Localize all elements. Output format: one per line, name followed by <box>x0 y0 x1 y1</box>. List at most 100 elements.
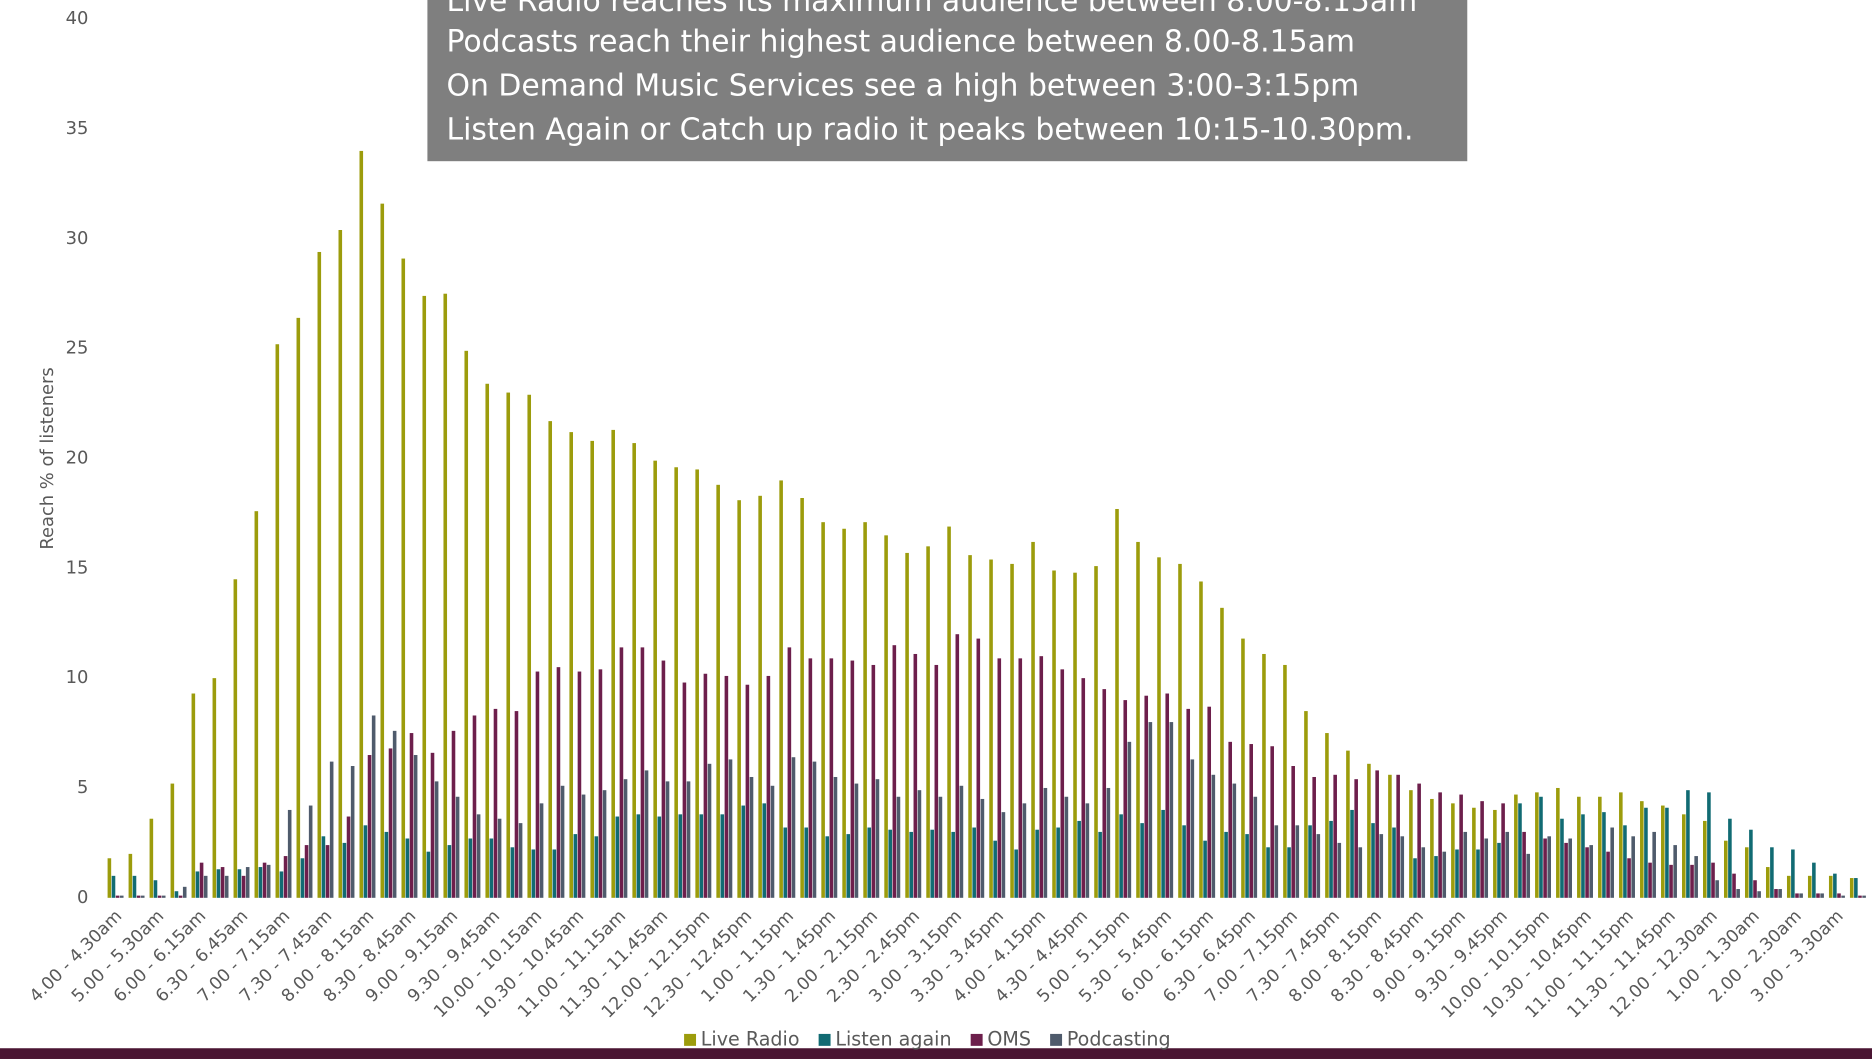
legend-label: Podcasting <box>1067 1027 1171 1050</box>
bar <box>514 711 519 898</box>
bar <box>1266 847 1270 898</box>
bar <box>300 858 305 898</box>
bar <box>1367 763 1371 898</box>
bar <box>892 645 897 898</box>
bar <box>447 845 452 898</box>
bar <box>275 344 280 898</box>
bar <box>1472 807 1476 898</box>
bar <box>770 785 775 898</box>
bar <box>1316 834 1321 898</box>
bar <box>1862 895 1866 898</box>
bar <box>1379 834 1384 898</box>
bar <box>1535 792 1539 898</box>
bar <box>1022 803 1027 898</box>
bar <box>926 546 930 898</box>
y-tick-label: 20 <box>66 447 89 468</box>
bar <box>1056 827 1060 898</box>
legend-swatch <box>1050 1033 1063 1046</box>
bar <box>854 783 859 898</box>
bar <box>1661 805 1665 898</box>
bar <box>464 350 469 898</box>
bar <box>821 522 825 898</box>
bar <box>1828 875 1833 898</box>
bar <box>434 781 439 898</box>
bar <box>1337 842 1342 898</box>
bar <box>1849 878 1854 898</box>
bar <box>1350 809 1354 898</box>
bar <box>1786 875 1791 898</box>
bar <box>220 867 225 898</box>
bar <box>632 443 636 898</box>
bar <box>1144 695 1149 898</box>
bar <box>203 875 208 898</box>
legend-label: OMS <box>987 1027 1031 1050</box>
bar <box>1564 842 1568 898</box>
bar <box>1778 889 1782 898</box>
bar <box>1077 820 1081 898</box>
bar <box>1241 638 1245 898</box>
bar <box>1749 829 1753 898</box>
bar <box>489 838 494 898</box>
bar <box>1421 847 1426 898</box>
bar <box>1106 787 1111 898</box>
bar <box>1606 851 1610 898</box>
bar <box>233 579 238 898</box>
annotation: Listen Again or Catch up radio it peaks … <box>447 113 1414 148</box>
bar <box>1081 678 1086 898</box>
bar <box>266 864 271 898</box>
bar <box>871 664 876 898</box>
annotation: On Demand Music Services see a high betw… <box>447 69 1360 104</box>
bar <box>1585 847 1589 898</box>
bar <box>1711 862 1715 898</box>
bar <box>1833 873 1837 898</box>
bar <box>191 693 196 898</box>
bar <box>510 847 515 898</box>
bar <box>1451 803 1455 898</box>
bar <box>1522 831 1526 898</box>
bar <box>1556 787 1560 898</box>
bar <box>573 834 578 898</box>
bar <box>1312 776 1316 898</box>
bar <box>1375 770 1379 898</box>
bar <box>1287 847 1291 898</box>
bar <box>1388 774 1392 898</box>
bar <box>1182 825 1186 898</box>
bar <box>1568 838 1572 898</box>
bar <box>1253 796 1258 898</box>
bar <box>1682 814 1686 898</box>
bar <box>1295 825 1300 898</box>
bar <box>119 895 124 898</box>
bar <box>1283 664 1287 898</box>
bar <box>657 816 662 898</box>
bar <box>1543 838 1547 898</box>
bar <box>363 825 368 898</box>
bar <box>317 251 322 898</box>
bar <box>850 660 855 898</box>
bar <box>997 658 1002 898</box>
legend-swatch <box>970 1033 983 1046</box>
bar <box>1064 796 1069 898</box>
bar <box>455 796 460 898</box>
bar <box>1308 825 1312 898</box>
bar <box>749 776 754 898</box>
bar <box>976 638 981 898</box>
bar <box>380 203 385 898</box>
bar <box>224 875 229 898</box>
bar <box>346 816 351 898</box>
bar <box>1291 766 1295 898</box>
bar <box>1417 783 1421 898</box>
bar <box>443 293 448 898</box>
bar <box>472 715 477 898</box>
bar <box>1413 858 1417 898</box>
bar <box>846 834 851 898</box>
bar <box>594 836 599 898</box>
bar <box>686 781 691 898</box>
y-tick-label: 35 <box>66 118 89 139</box>
y-axis-label: Reach % of listeners <box>37 367 58 549</box>
bar <box>1333 774 1337 898</box>
bar <box>1434 856 1438 898</box>
bar <box>1816 893 1820 898</box>
bar <box>174 891 179 898</box>
bar <box>149 818 154 898</box>
